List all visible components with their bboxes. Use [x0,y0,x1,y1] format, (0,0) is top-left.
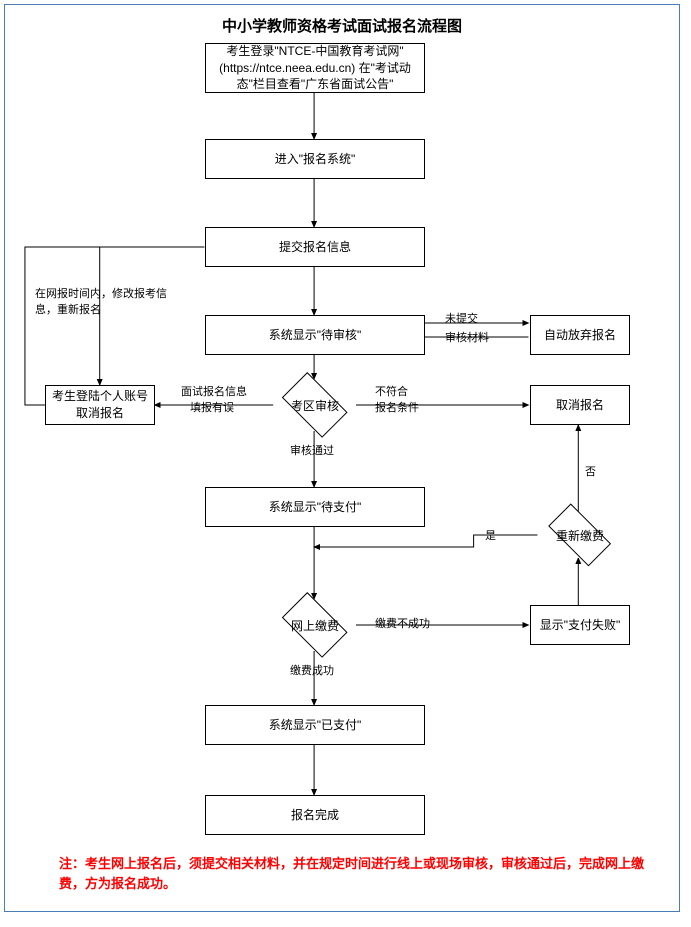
diamond-pay: 网上缴费 [274,599,356,651]
edge-label: 不符合 [375,383,408,399]
diamond-repay: 重新缴费 [539,512,621,558]
diagram-frame: 中小学教师资格考试面试报名流程图 考生登录"NTCE-中国教育考试网"(http… [4,4,680,912]
node-pay-fail: 显示"支付失败" [530,605,630,645]
edge-label: 报名条件 [375,399,419,415]
flow-area: 考生登录"NTCE-中国教育考试网"(https://ntce.neea.edu… [5,37,679,867]
node-enter-system: 进入"报名系统" [205,139,425,179]
footnote: 注：考生网上报名后，须提交相关材料，并在规定时间进行线上或现场审核，审核通过后，… [59,854,649,893]
edge-label: 否 [585,463,596,479]
node-auto-abandon: 自动放弃报名 [530,315,630,355]
node-paid: 系统显示"已支付" [205,705,425,745]
edge-label: 缴费成功 [290,662,334,678]
edge-label: 审核通过 [290,442,334,458]
diamond-review: 考区审核 [274,379,356,431]
node-submit-info: 提交报名信息 [205,227,425,267]
edge-label: 是 [485,527,496,543]
node-complete: 报名完成 [205,795,425,835]
node-pending-review: 系统显示"待审核" [205,315,425,355]
node-cancel-personal: 考生登陆个人账号取消报名 [45,385,155,425]
node-pending-pay: 系统显示"待支付" [205,487,425,527]
edge-label: 未提交 [445,310,478,326]
edge-label: 审核材料 [445,329,489,345]
edge-label: 填报有误 [190,399,234,415]
diagram-title: 中小学教师资格考试面试报名流程图 [5,15,679,36]
edge-label: 面试报名信息 [181,383,247,399]
edge-label: 在网报时间内，修改报考信息，重新报名 [35,285,180,317]
node-cancel: 取消报名 [530,385,630,425]
edge-label: 缴费不成功 [375,615,430,631]
node-login: 考生登录"NTCE-中国教育考试网"(https://ntce.neea.edu… [205,43,425,93]
